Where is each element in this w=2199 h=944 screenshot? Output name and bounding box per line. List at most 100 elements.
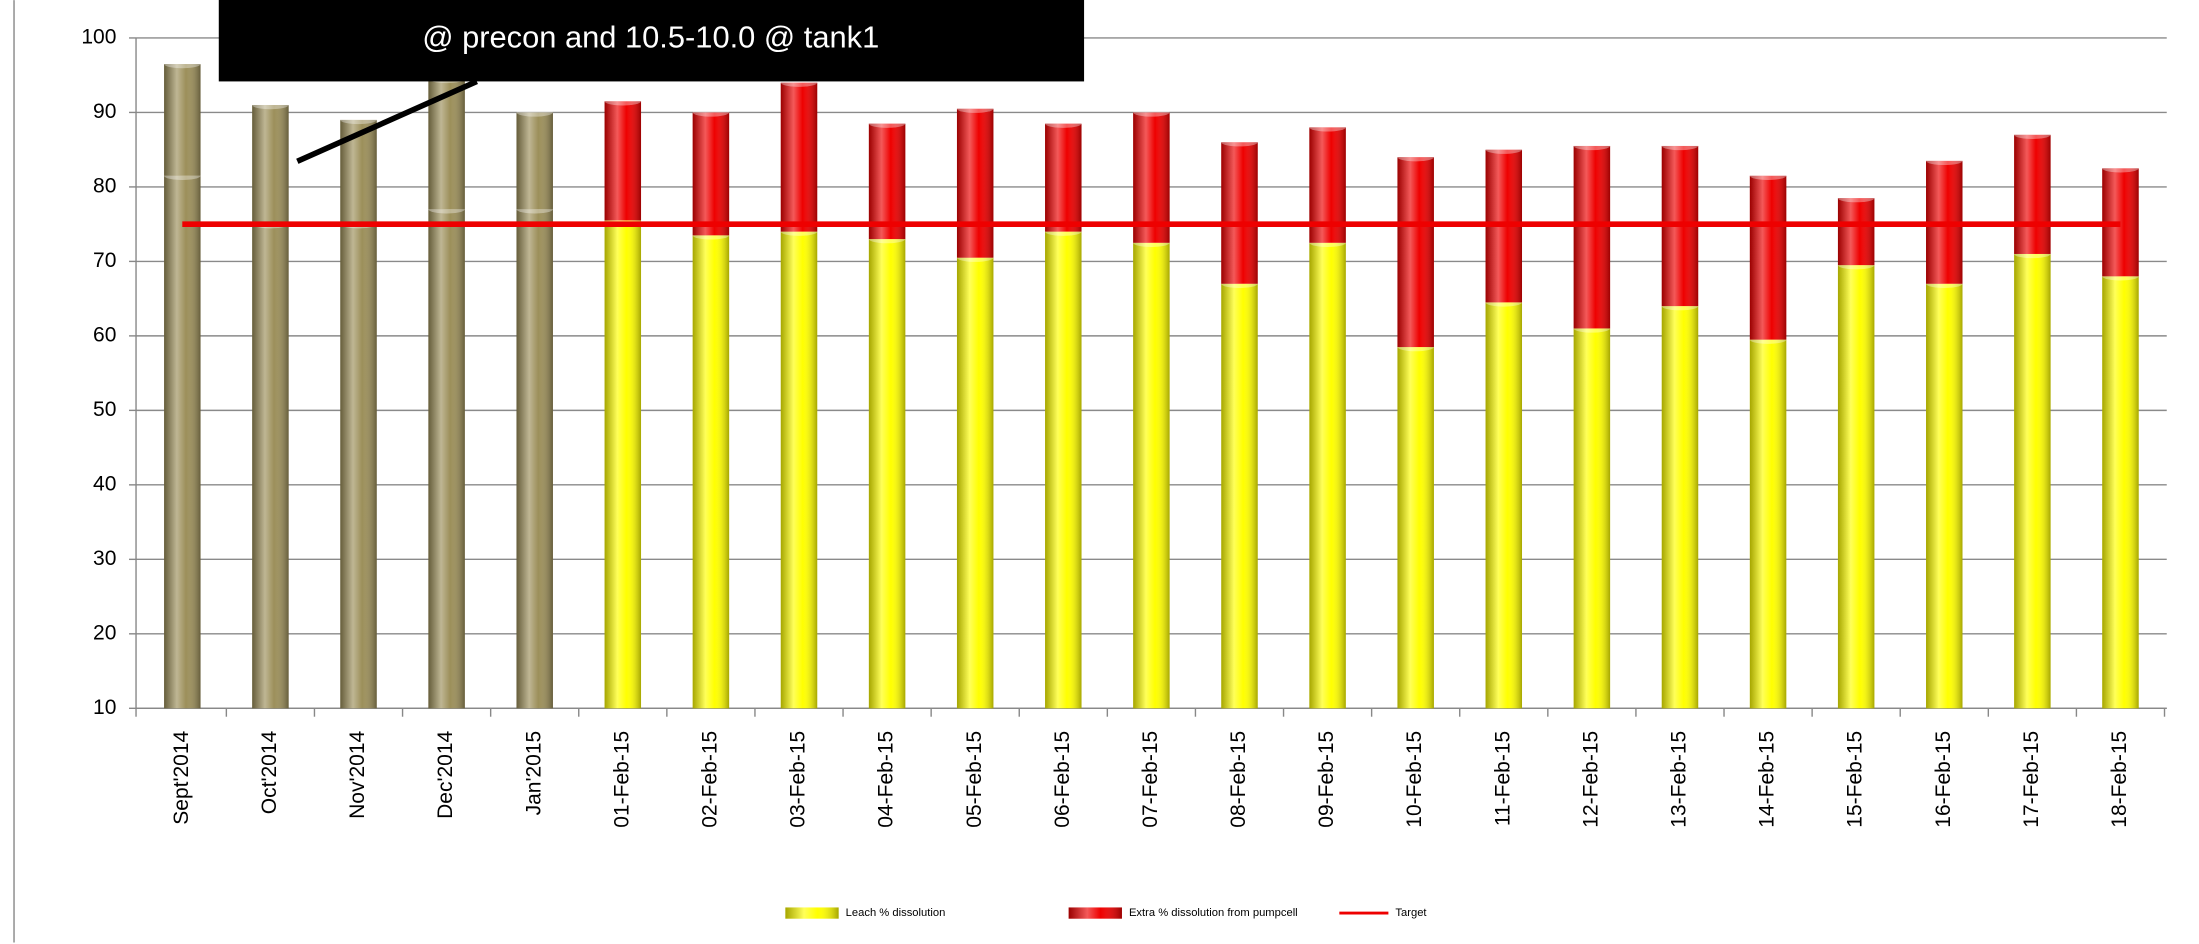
bar-shade (252, 104, 289, 225)
plot-area: 10 20 30 40 50 60 70 80 90 100 Sept'2014 Oct'2014 No… (81, 26, 2167, 919)
bar-shade (164, 64, 201, 176)
bar-shade (1397, 157, 1434, 348)
bar-shade (1045, 231, 1082, 709)
bar-shade (868, 239, 906, 709)
bar-shade (780, 231, 818, 709)
bar-cap (2102, 164, 2139, 173)
bar-shade (2102, 276, 2139, 709)
y-tick-label: 80 (93, 174, 116, 197)
annotation-text: @ precon and 10.5-10.0 @ tank1 (422, 20, 879, 55)
y-tick-label: 90 (93, 100, 116, 123)
bar-shade (1133, 242, 1170, 709)
bar-shade (1221, 142, 1258, 284)
x-tick-label: 11-Feb-15 (1491, 731, 1514, 826)
bar-shade (252, 224, 289, 709)
x-tick-label: Sept'2014 (170, 730, 193, 824)
bar-cap (252, 100, 289, 110)
x-tick-label: Oct'2014 (258, 730, 281, 814)
bar-cap (1926, 156, 1963, 166)
x-tick-label: 08-Feb-15 (1227, 731, 1250, 828)
bar-shade (1397, 347, 1434, 709)
bar-shade (956, 108, 994, 258)
bar-cap (1749, 171, 1787, 180)
bar-cap (1221, 138, 1258, 147)
y-tick-label: 50 (93, 398, 116, 421)
x-tick-label: 03-Feb-15 (787, 731, 810, 828)
bar-shade (780, 82, 818, 232)
bar-shade (1926, 283, 1963, 709)
bar-shade (164, 175, 201, 709)
bar-cap (868, 119, 906, 128)
x-tick-label: 15-Feb-15 (1844, 731, 1867, 828)
x-tick-label: 09-Feb-15 (1315, 731, 1338, 828)
x-tick-label: 06-Feb-15 (1051, 731, 1074, 828)
legend-swatch-shade (785, 907, 839, 919)
y-tick-label: 20 (93, 621, 116, 644)
bar-cap (340, 115, 377, 125)
x-tick-label: 18-Feb-15 (2108, 731, 2131, 828)
bar-shade (692, 112, 730, 236)
legend-label: Target (1395, 907, 1427, 919)
x-tick-label: 12-Feb-15 (1579, 731, 1602, 828)
bar-shade (1221, 283, 1258, 709)
bar-cap (2014, 130, 2051, 139)
bar-shade (1749, 175, 1787, 340)
bar-shade (1749, 339, 1787, 709)
bar-shade (1837, 198, 1875, 266)
bar-shade (868, 123, 906, 240)
bar-shade (428, 209, 465, 709)
bar-cap (1397, 152, 1434, 162)
bar-shade (2014, 253, 2051, 709)
bar-shade (1837, 265, 1875, 709)
x-tick-label: 05-Feb-15 (963, 731, 986, 828)
bar-cap (1045, 119, 1082, 128)
annotation-box (218, 0, 1085, 82)
bar-shade (1045, 123, 1082, 232)
legend-label: Leach % dissolution (846, 907, 946, 919)
bar-cap (692, 108, 730, 117)
bar-shade (1661, 306, 1699, 709)
bar-cap (516, 108, 553, 117)
bar-cap (1573, 141, 1611, 151)
bar-shade (340, 224, 377, 709)
y-tick-label: 70 (93, 249, 116, 272)
y-tick-label: 100 (81, 26, 116, 49)
bar-cap (1133, 108, 1170, 117)
x-tick-label: 17-Feb-15 (2020, 731, 2043, 828)
bar-cap (956, 104, 994, 113)
bar-shade (692, 235, 730, 709)
bar-cap (1837, 193, 1875, 203)
bar-shade (2014, 134, 2051, 254)
bar-shade (1485, 302, 1523, 709)
y-tick-label: 30 (93, 547, 116, 570)
annotation-pointer (296, 78, 478, 164)
bar-shade (516, 209, 553, 709)
bar-shade (516, 112, 553, 210)
bar-shade (1573, 145, 1611, 329)
bar-shade (1133, 112, 1170, 243)
bar-shade (604, 220, 642, 709)
bar-shade (1309, 242, 1346, 709)
x-tick-label: Jan'2015 (522, 731, 545, 816)
bar-cap (164, 59, 201, 69)
bar-cap (1661, 141, 1699, 151)
x-tick-label: 01-Feb-15 (610, 731, 633, 828)
x-tick-label: Dec'2014 (434, 730, 457, 818)
y-tick-label: 10 (93, 696, 116, 719)
x-tick-label: 10-Feb-15 (1403, 731, 1426, 828)
bar-shade (956, 257, 994, 709)
bar-cap (604, 97, 642, 106)
legend-swatch-shade (1068, 907, 1122, 919)
bar-shade (604, 101, 642, 221)
bar-shade (1573, 328, 1611, 709)
x-tick-label: 16-Feb-15 (1932, 731, 1955, 828)
bar-cap (1309, 123, 1346, 132)
y-tick-label: 60 (93, 323, 116, 346)
x-tick-label: 04-Feb-15 (875, 731, 898, 828)
x-tick-label: 14-Feb-15 (1756, 731, 1779, 828)
x-tick-label: 13-Feb-15 (1668, 731, 1691, 828)
legend-label: Extra % dissolution from pumpcell (1129, 907, 1298, 919)
bar-cap (1485, 145, 1523, 154)
